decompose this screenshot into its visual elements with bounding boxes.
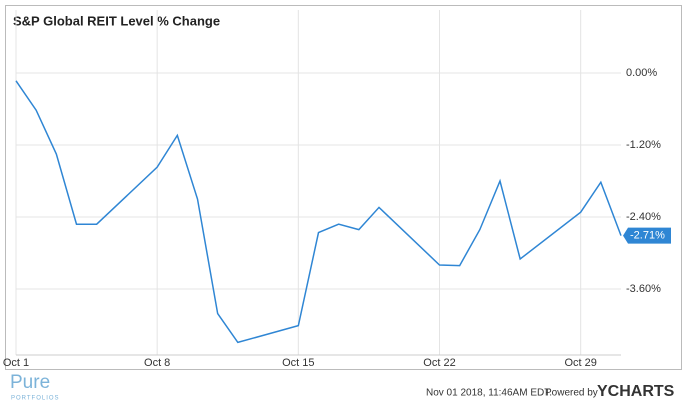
y-tick-label: 0.00% bbox=[626, 67, 657, 79]
brand: YCHARTS bbox=[597, 383, 675, 400]
powered-by: Powered by bbox=[545, 388, 598, 399]
logo-sub: PORTFOLIOS bbox=[11, 396, 60, 402]
x-tick-label: Oct 15 bbox=[282, 357, 314, 369]
grid bbox=[15, 10, 621, 355]
y-tick-label: -3.60% bbox=[626, 283, 661, 295]
value-label-box bbox=[623, 227, 671, 244]
x-tick-label: Oct 8 bbox=[144, 357, 170, 369]
x-tick-label: Oct 22 bbox=[423, 357, 455, 369]
y-tick-label: -2.40% bbox=[626, 211, 661, 223]
x-tick-label: Oct 29 bbox=[564, 357, 596, 369]
title-box bbox=[9, 10, 215, 34]
timestamp: Nov 01 2018, 11:46AM EDT. bbox=[426, 388, 552, 399]
logo: Pure bbox=[10, 372, 50, 393]
y-tick-label: -1.20% bbox=[626, 139, 661, 151]
value-label: -2.71% bbox=[630, 230, 665, 242]
x-tick-label: Oct 1 bbox=[3, 357, 29, 369]
chart-title: S&P Global REIT Level % Change bbox=[13, 13, 220, 28]
chart-frame bbox=[5, 5, 682, 370]
line bbox=[15, 80, 622, 344]
